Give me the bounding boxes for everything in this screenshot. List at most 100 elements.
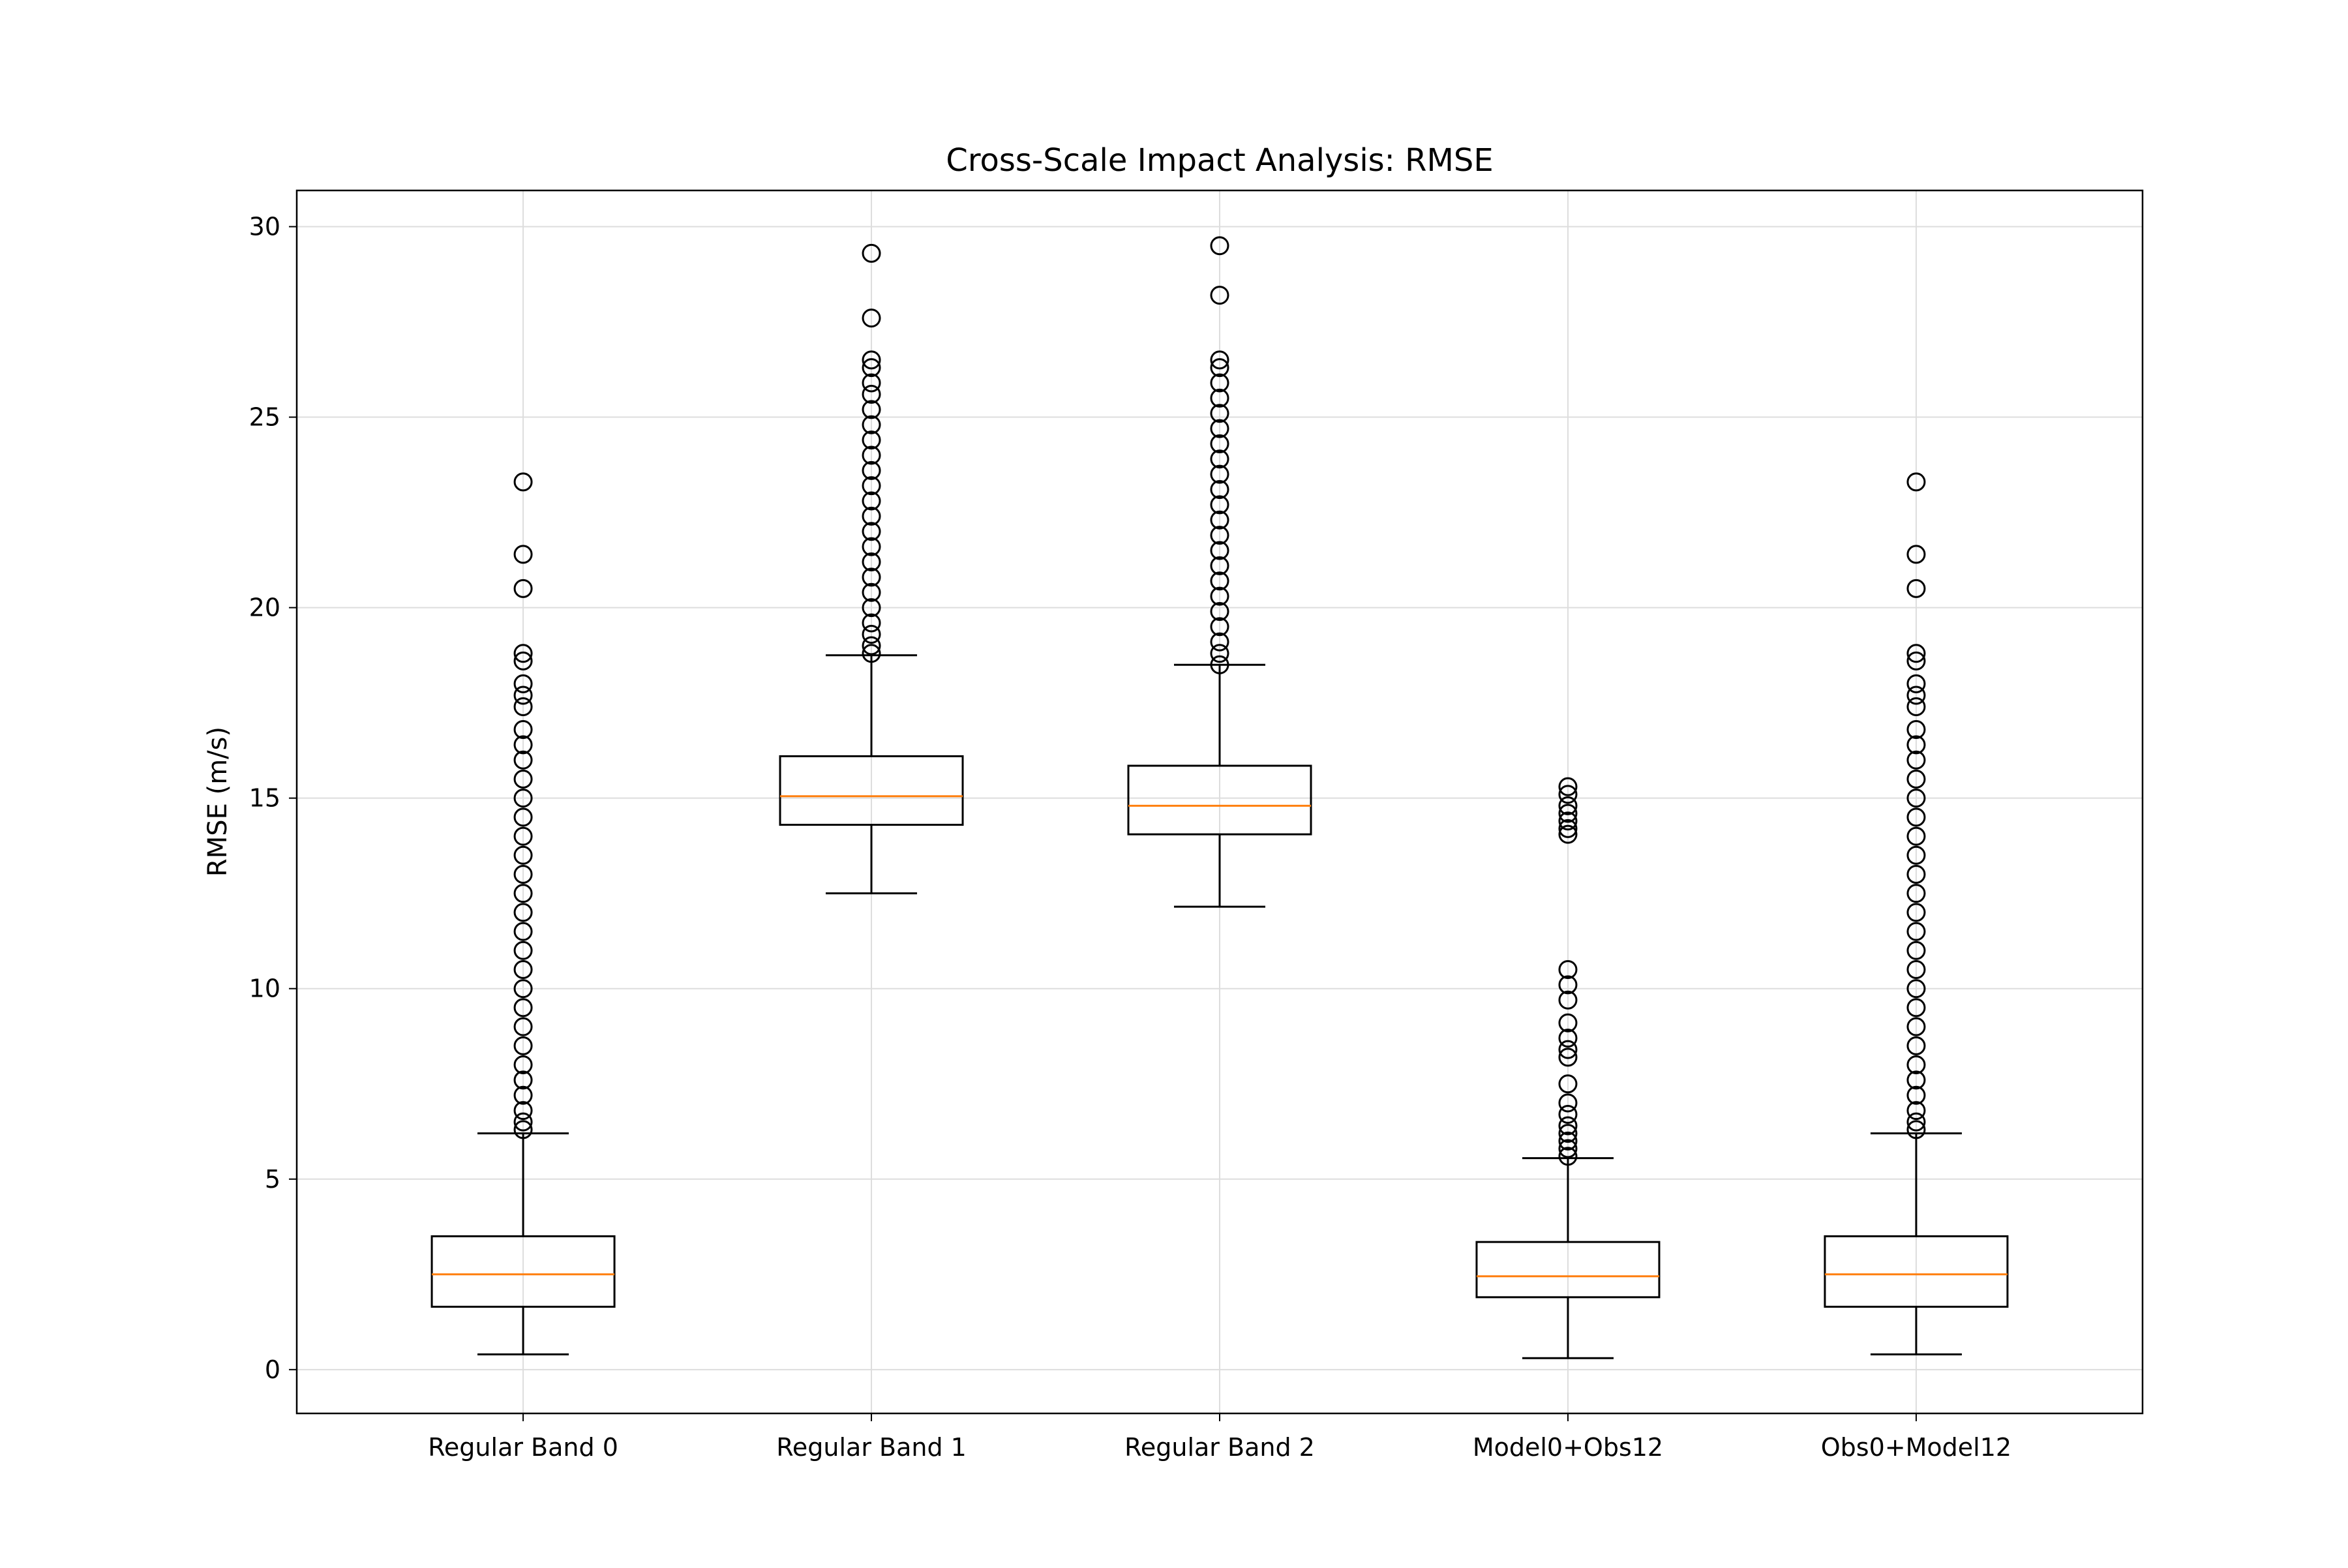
outlier-point <box>1558 1029 1578 1048</box>
outlier-point <box>862 491 881 511</box>
outlier-point <box>1558 811 1578 831</box>
outlier-point <box>1906 579 1926 598</box>
outlier-point <box>1906 644 1926 663</box>
outlier-point <box>513 1085 533 1105</box>
x-tick-label: Model0+Obs12 <box>1473 1433 1663 1462</box>
outlier-point <box>1210 434 1229 453</box>
outlier-point <box>1210 404 1229 423</box>
outlier-point <box>1906 789 1926 808</box>
outlier-point <box>1558 1048 1578 1067</box>
outlier-point <box>1906 1070 1926 1090</box>
outlier-point <box>1906 651 1926 671</box>
outlier-point <box>1210 236 1229 256</box>
y-tick-label: 25 <box>249 403 280 432</box>
outlier-point <box>1906 884 1926 903</box>
outlier-point <box>1210 586 1229 606</box>
outlier-point <box>1906 472 1926 492</box>
outlier-point <box>513 651 533 671</box>
y-tick-label: 10 <box>249 974 280 1003</box>
outlier-point <box>1558 1093 1578 1113</box>
outlier-point <box>862 567 881 587</box>
outlier-point <box>513 579 533 598</box>
outlier-point <box>1906 979 1926 999</box>
iqr-box <box>779 755 964 826</box>
x-tick-label: Regular Band 1 <box>776 1433 967 1462</box>
outlier-point <box>513 807 533 827</box>
outlier-point <box>513 769 533 789</box>
outlier-point <box>513 644 533 663</box>
outlier-point <box>862 460 881 480</box>
outlier-point <box>862 430 881 450</box>
outlier-point <box>1558 1013 1578 1033</box>
outlier-point <box>513 979 533 999</box>
outlier-point <box>513 1017 533 1036</box>
outlier-point <box>1906 735 1926 755</box>
outlier-point <box>862 598 881 618</box>
outlier-point <box>1210 556 1229 575</box>
outlier-point <box>1558 975 1578 995</box>
outlier-point <box>1210 526 1229 545</box>
outlier-point <box>1906 769 1926 789</box>
outlier-point <box>1210 571 1229 591</box>
outlier-point <box>1558 777 1578 796</box>
outlier-point <box>1210 632 1229 652</box>
outlier-point <box>1906 686 1926 705</box>
outlier-point <box>1906 1120 1926 1139</box>
outlier-point <box>1906 720 1926 740</box>
outlier-point <box>1558 819 1578 838</box>
y-tick-label: 5 <box>265 1165 280 1194</box>
y-tick-label: 15 <box>249 784 280 813</box>
outlier-point <box>1906 697 1926 716</box>
outlier-point <box>862 309 881 328</box>
outlier-point <box>1210 449 1229 469</box>
outlier-point <box>513 750 533 770</box>
iqr-box <box>1127 764 1312 836</box>
outlier-point <box>1906 1036 1926 1055</box>
box-group <box>1824 472 2009 1355</box>
outlier-point <box>513 826 533 846</box>
outlier-point <box>1210 617 1229 637</box>
y-tick-label: 0 <box>265 1355 280 1384</box>
outlier-point <box>1210 388 1229 408</box>
outlier-point <box>1906 1055 1926 1075</box>
outlier-point <box>1906 922 1926 941</box>
outlier-point <box>1558 1139 1578 1158</box>
outlier-point <box>1210 373 1229 393</box>
x-tick-label: Regular Band 0 <box>428 1433 618 1462</box>
outlier-point <box>1210 644 1229 663</box>
box-group <box>430 472 616 1355</box>
box-group <box>779 243 964 895</box>
outlier-point <box>1906 864 1926 884</box>
outlier-point <box>1558 1147 1578 1166</box>
outlier-point <box>862 373 881 393</box>
outlier-point <box>1906 1017 1926 1036</box>
outlier-point <box>862 582 881 602</box>
outlier-point <box>1210 495 1229 515</box>
outlier-point <box>1210 601 1229 621</box>
outlier-point <box>1210 350 1229 370</box>
outlier-point <box>513 1070 533 1090</box>
outlier-point <box>1558 1116 1578 1136</box>
outlier-point <box>513 674 533 693</box>
y-tick-label: 20 <box>249 594 280 622</box>
outlier-point <box>513 1120 533 1139</box>
x-tick-label: Obs0+Model12 <box>1821 1433 2011 1462</box>
outlier-point <box>1906 845 1926 865</box>
outlier-point <box>862 522 881 541</box>
outlier-point <box>1906 998 1926 1018</box>
chart-title: Cross-Scale Impact Analysis: RMSE <box>946 142 1493 179</box>
outlier-point <box>1906 750 1926 770</box>
iqr-box <box>430 1235 616 1308</box>
outlier-point <box>1558 1074 1578 1094</box>
outlier-point <box>1210 419 1229 438</box>
iqr-box <box>1475 1241 1661 1299</box>
outlier-point <box>513 998 533 1018</box>
outlier-point <box>1558 1131 1578 1151</box>
outlier-point <box>513 697 533 716</box>
outlier-point <box>1558 1124 1578 1143</box>
outlier-point <box>513 1101 533 1121</box>
box-group <box>1127 236 1312 908</box>
outlier-point <box>862 476 881 496</box>
